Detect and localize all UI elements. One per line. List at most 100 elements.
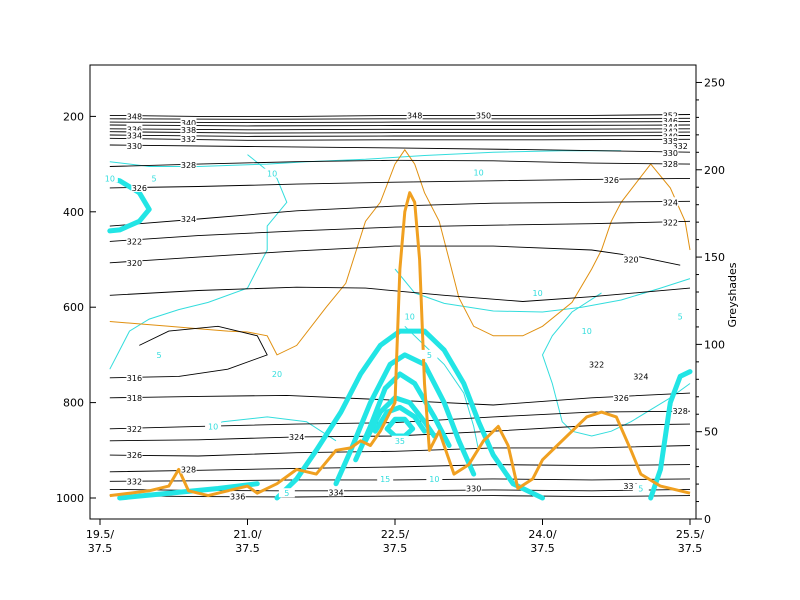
contour-label-bg (662, 116, 679, 126)
contour-label: 320 (623, 256, 638, 265)
left-axis: 200 400 600 800 1000 (56, 110, 96, 505)
contour-label: 350 (476, 111, 491, 120)
contour-label-bg (613, 392, 630, 402)
contour-label: 10 (208, 422, 218, 431)
contour-label-bg (126, 236, 143, 246)
contour-label: 10 (532, 289, 542, 298)
isentrope-332 (109, 478, 691, 482)
contour-label-bg (623, 254, 639, 264)
right-tick-label: 0 (704, 513, 711, 526)
thick-cyan-contour (107, 175, 152, 234)
contour-label: 340 (181, 119, 196, 128)
contour-label: 332 (127, 477, 142, 486)
contour-label: 332 (673, 142, 688, 151)
orange-thin-line (109, 148, 691, 356)
contour-label-bg (662, 131, 679, 141)
contour-label-bg (470, 167, 487, 177)
contour-label: 324 (633, 372, 648, 381)
isentrope-326 (109, 177, 691, 189)
contour-label-bg (662, 126, 679, 136)
contour-label: 20 (272, 370, 282, 379)
contour-label: 5 (284, 489, 289, 498)
contour-label-bg (101, 173, 118, 183)
isentrope-336 (109, 131, 691, 134)
contour-label: 330 (466, 484, 481, 493)
contour-label: 320 (127, 259, 142, 268)
x-tick-label-line1: 21.0/ (233, 528, 261, 541)
x-tick-label-line2: 37.5 (678, 542, 703, 555)
contour-label: 326 (614, 394, 629, 403)
x-tick-label-line2: 37.5 (530, 542, 555, 555)
contour-label: 10 (267, 170, 277, 179)
thick-cyan-contour (333, 352, 477, 487)
contour-label: 328 (673, 407, 688, 416)
x-tick-label-line1: 19.5/ (86, 528, 114, 541)
x-tick-label-line2: 37.5 (88, 542, 113, 555)
contour-label-bg (406, 110, 423, 120)
contour-label: 346 (663, 117, 678, 126)
contour-label-bg (672, 140, 689, 150)
thin-cyan-contour (109, 154, 288, 370)
contour-label-bg (672, 311, 689, 321)
contour-label-bg (151, 349, 167, 359)
contour-label: 15 (380, 475, 390, 484)
contour-label: 324 (181, 215, 196, 224)
contour-label-bg (662, 110, 679, 120)
contour-label: 324 (663, 198, 678, 207)
right-axis-title: Greyshades (726, 262, 739, 327)
contour-label: 338 (181, 126, 196, 135)
isentrope-344 (109, 121, 691, 124)
contour-label: 330 (127, 142, 142, 151)
contour-label-bg (126, 372, 143, 382)
contour-label: 328 (181, 465, 196, 474)
contour-labels: 3483403363383343323303483503523463443423… (101, 110, 689, 502)
contour-label: 336 (127, 125, 142, 134)
contour-label: 10 (582, 327, 592, 336)
right-tick-label: 150 (704, 251, 725, 264)
contour-label-bg (126, 257, 143, 267)
right-tick-label: 200 (704, 164, 725, 177)
contour-label: 338 (663, 137, 678, 146)
contour-label-bg (180, 160, 197, 170)
left-tick-label: 400 (63, 206, 84, 219)
contour-label-bg (180, 133, 197, 143)
contour-label-bg (288, 431, 305, 441)
contour-label-bg (126, 423, 143, 433)
thick-cyan-contour (274, 328, 545, 501)
isentrope-336 (109, 495, 691, 498)
contour-label-bg (180, 118, 197, 128)
left-tick-label: 600 (63, 301, 84, 314)
x-tick-label-line1: 22.5/ (381, 528, 409, 541)
contour-label-bg (126, 140, 143, 150)
contour-label-bg (578, 326, 595, 336)
contour-label-bg (662, 197, 679, 207)
contour-label: 324 (289, 433, 304, 442)
contour-label-bg (126, 124, 143, 134)
left-tick-label: 200 (63, 110, 84, 123)
thick-cyan-contour (648, 369, 693, 501)
contour-label-bg (672, 406, 689, 416)
right-tick-label: 100 (704, 338, 725, 351)
left-tick-label: 1000 (56, 492, 84, 505)
contour-label: 322 (589, 360, 604, 369)
thin-cyan-contour (109, 150, 622, 167)
isentrope-316 (109, 325, 268, 379)
contour-label: 10 (105, 174, 115, 183)
contour-label-bg (180, 464, 197, 474)
contour-label-bg (529, 287, 546, 297)
thin-cyan-contour (404, 325, 480, 451)
thick-cyan-contour (372, 404, 427, 434)
contour-label-bg (180, 213, 197, 223)
orange-thick-path (109, 191, 691, 498)
contour-label: 352 (663, 111, 678, 120)
contour-label: 318 (127, 394, 142, 403)
contour-label-bg (131, 182, 148, 192)
contour-label-bg (623, 481, 639, 491)
contour-label-bg (475, 110, 492, 120)
isentrope-346 (109, 117, 691, 120)
contour-label-bg (180, 124, 197, 134)
contour-label-bg (662, 121, 679, 131)
contour-label: 348 (127, 112, 142, 121)
contour-label-bg (588, 359, 605, 369)
orange-thin-path (109, 148, 691, 356)
